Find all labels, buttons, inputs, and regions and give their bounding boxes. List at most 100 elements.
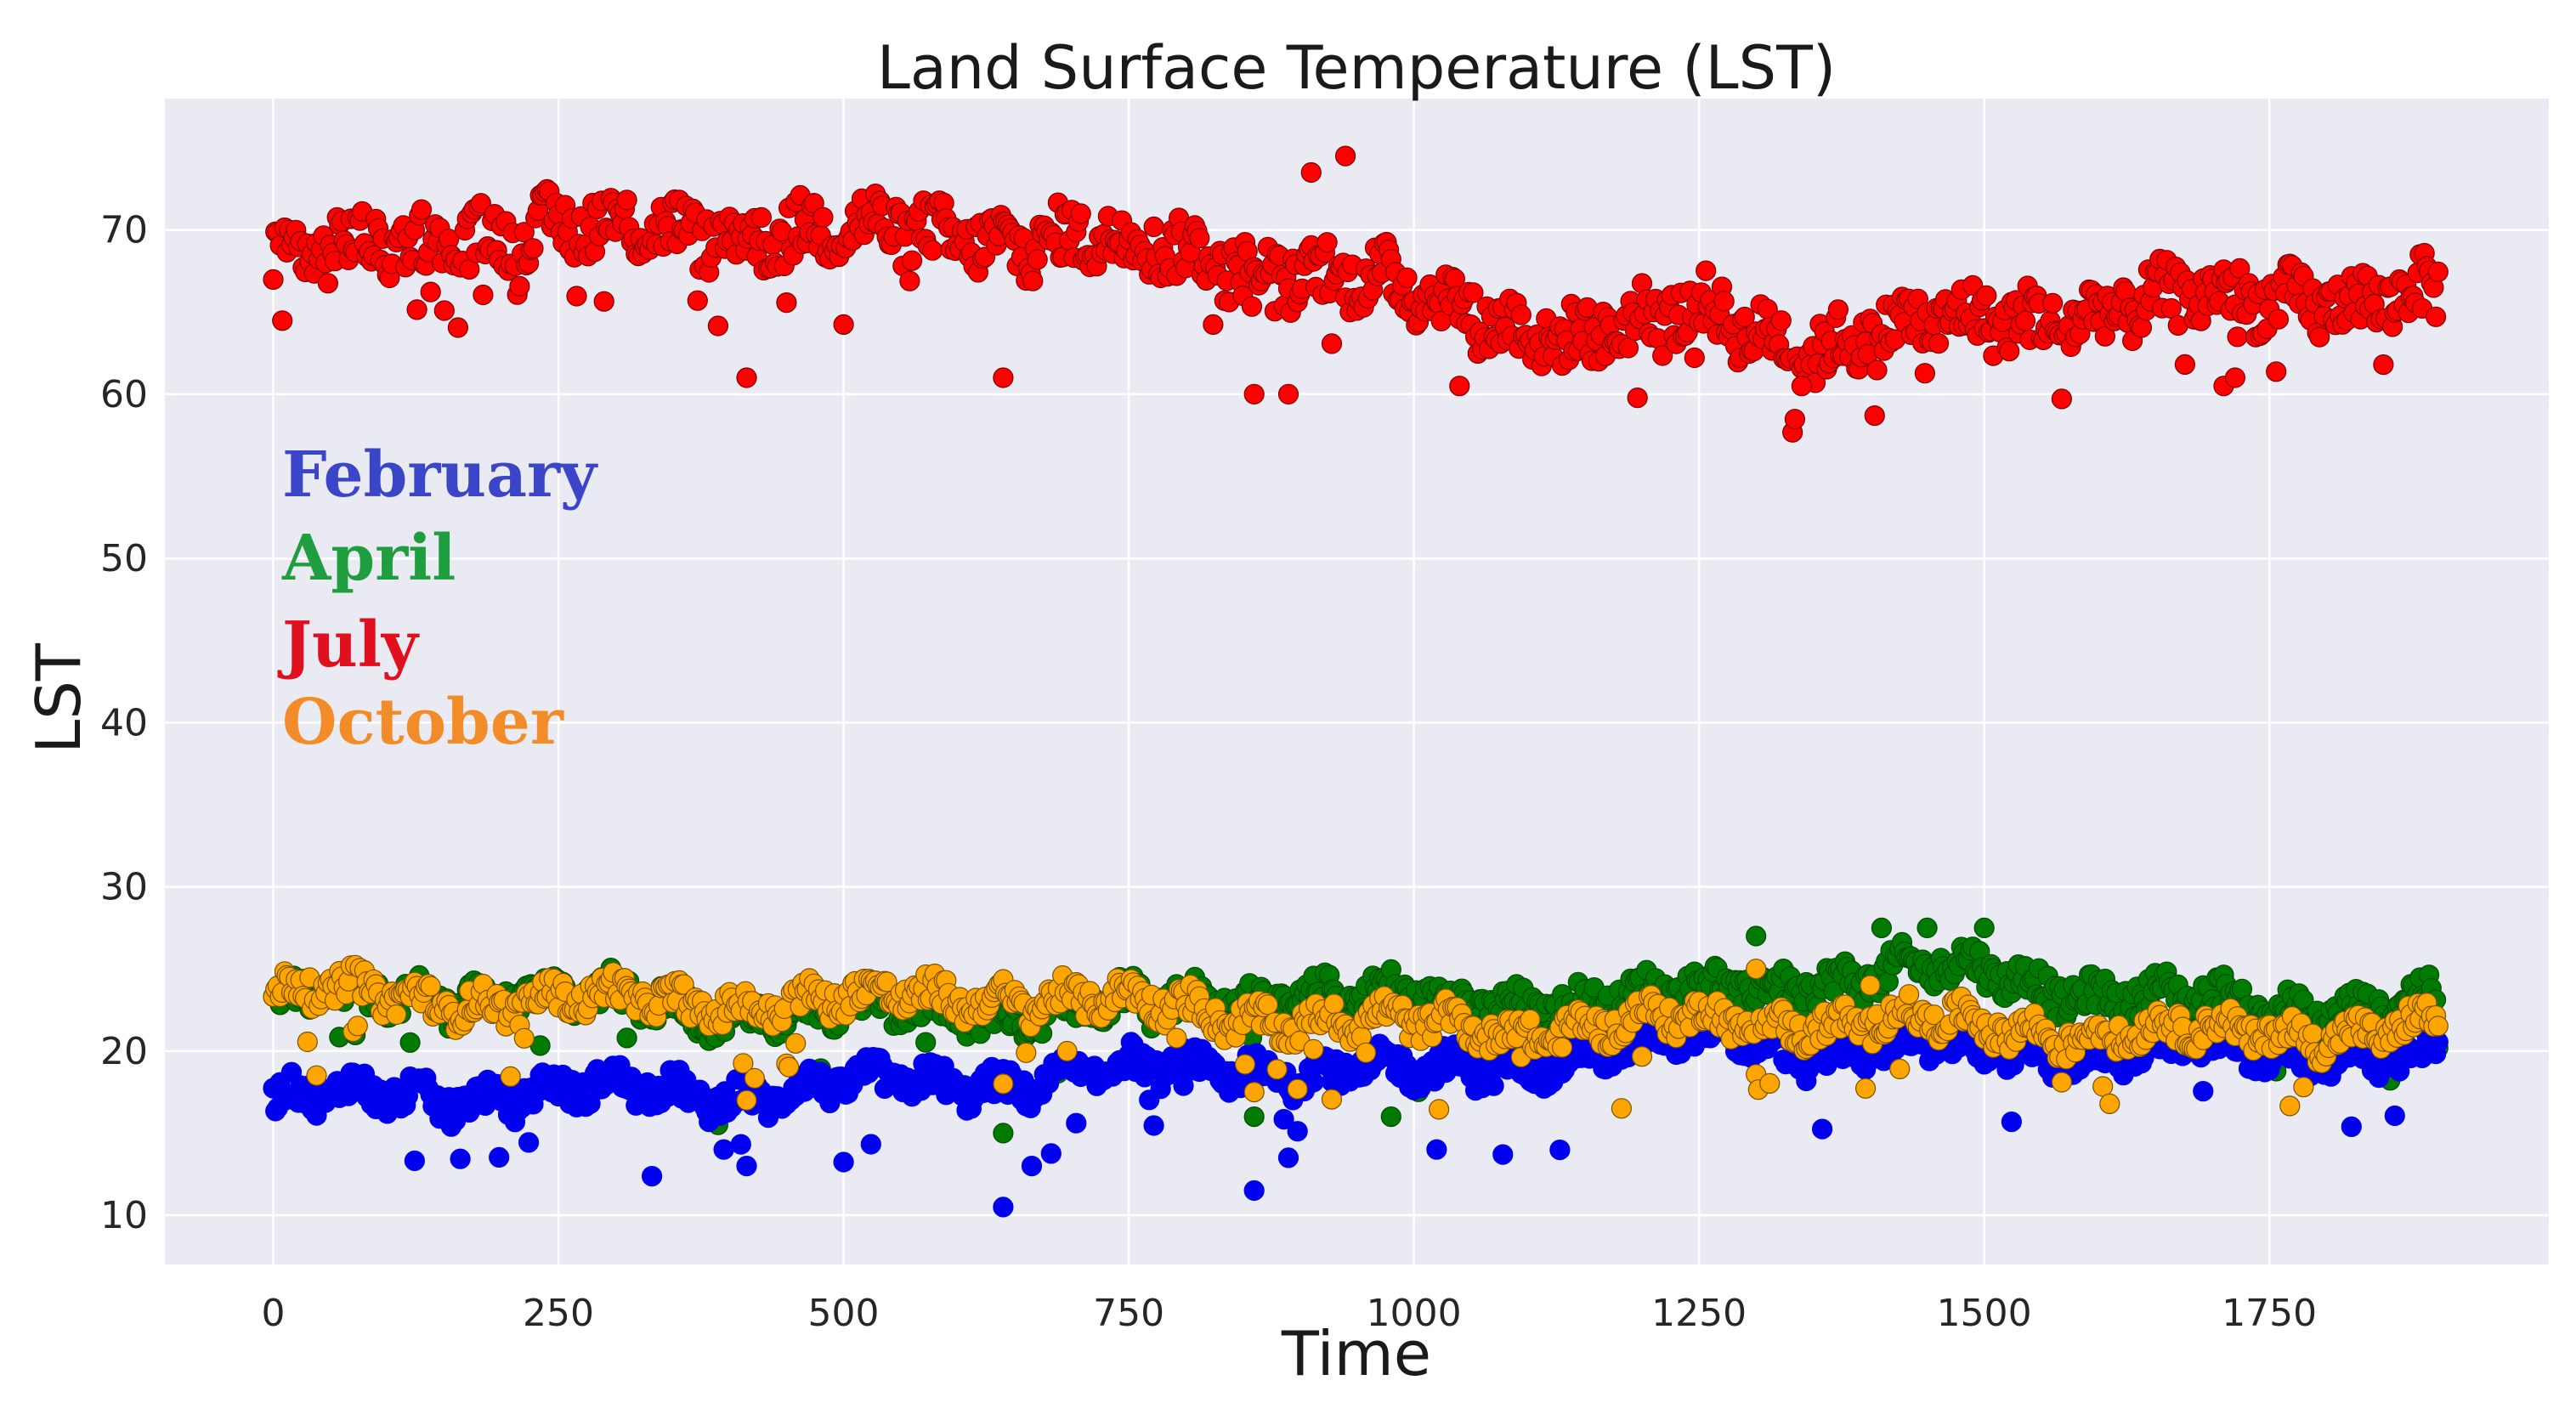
data-point (1066, 1112, 1087, 1134)
data-point (297, 1031, 318, 1053)
scatter-points (263, 145, 2449, 1218)
data-point (2001, 1111, 2022, 1133)
data-point (2267, 308, 2289, 330)
data-point (500, 1066, 521, 1088)
data-point (1189, 228, 1210, 249)
data-point (2302, 1023, 2324, 1044)
data-point (404, 1150, 425, 1172)
data-point (317, 273, 338, 294)
y-tick-label: 60 (100, 373, 148, 416)
data-point (1864, 405, 1885, 427)
data-point (1257, 994, 1278, 1015)
data-point-outlier (1791, 376, 1812, 397)
data-point (1510, 304, 1531, 325)
data-point-outlier (993, 1123, 1014, 1144)
data-point-outlier (1973, 917, 1995, 939)
data-point (1396, 267, 1418, 288)
y-tick-label: 70 (100, 209, 148, 252)
data-point (1627, 388, 1648, 409)
data-point (2266, 361, 2287, 382)
data-point (785, 1032, 807, 1054)
data-point-outlier (1277, 383, 1299, 404)
data-point (1696, 260, 1717, 281)
data-point (1889, 1058, 1911, 1080)
data-point (1303, 1038, 1324, 1060)
data-point (447, 317, 469, 338)
data-point (1770, 310, 1792, 331)
data-point (420, 281, 441, 303)
data-point (433, 300, 455, 321)
data-point (1241, 296, 1263, 317)
data-point (1784, 409, 1805, 430)
data-point-outlier (1243, 383, 1265, 404)
data-point (1070, 203, 1091, 224)
chart-title: Land Surface Temperature (LST) (877, 33, 1836, 103)
data-point-outlier (1334, 145, 1356, 167)
data-point-outlier (1243, 1081, 1265, 1103)
data-point (1143, 216, 1164, 237)
data-point (1855, 1078, 1877, 1099)
legend-february: February (282, 438, 598, 512)
data-point (707, 315, 729, 337)
data-point (1520, 1009, 1541, 1030)
data-point (272, 310, 293, 331)
data-point-outlier (1380, 1106, 1401, 1128)
data-point (1866, 359, 1888, 381)
data-point (833, 1151, 854, 1173)
data-point (1321, 333, 1343, 354)
data-point (2293, 1077, 2314, 1098)
data-point (2427, 261, 2449, 282)
data-point (2279, 1095, 2301, 1117)
data-point (473, 284, 494, 306)
data-point (2131, 317, 2152, 338)
legend-april: April (281, 522, 456, 595)
data-point-outlier (993, 367, 1014, 388)
y-tick-label: 20 (100, 1030, 148, 1073)
data-point (1617, 337, 1639, 359)
data-point (420, 976, 441, 997)
data-point (1827, 299, 1848, 320)
data-point-outlier (1300, 161, 1322, 184)
data-point-outlier (1746, 925, 1767, 947)
data-point (2384, 1105, 2405, 1127)
x-tick-label: 1250 (1651, 1292, 1747, 1335)
data-point (833, 314, 854, 335)
data-point (566, 286, 587, 307)
data-point (2427, 1015, 2449, 1037)
x-tick-label: 0 (262, 1292, 286, 1335)
data-point (1022, 270, 1044, 291)
data-point (1899, 984, 1920, 1005)
data-point (410, 199, 433, 220)
data-point-outlier (1021, 1155, 1043, 1177)
data-point-outlier (713, 1139, 734, 1160)
x-tick-label: 250 (523, 1292, 594, 1335)
legend-october: October (282, 686, 564, 759)
y-tick-label: 40 (100, 701, 148, 744)
data-point (776, 292, 797, 314)
data-point (2341, 1116, 2362, 1138)
data-point-outlier (1277, 1147, 1299, 1168)
y-axis-label: LST (23, 642, 94, 754)
data-point (2051, 1072, 2072, 1093)
data-point (1016, 1042, 1037, 1063)
data-point (2051, 388, 2072, 410)
data-point (1316, 232, 1338, 253)
data-point (2099, 1093, 2120, 1115)
data-point (899, 270, 920, 291)
data-point (744, 1067, 766, 1089)
data-point (1273, 1108, 1294, 1130)
data-point (616, 190, 637, 211)
data-point (1356, 1042, 1377, 1063)
data-point (509, 275, 530, 297)
data-point-outlier (736, 1089, 757, 1111)
data-point (1759, 1072, 1781, 1095)
data-point (1684, 347, 1705, 369)
y-tick-label: 10 (100, 1194, 148, 1237)
data-point-outlier (1871, 917, 1892, 939)
data-point-outlier (1426, 1139, 1447, 1160)
data-point (2174, 354, 2195, 375)
data-point (901, 250, 923, 271)
data-point (2014, 310, 2036, 331)
data-point (1483, 1075, 1504, 1096)
